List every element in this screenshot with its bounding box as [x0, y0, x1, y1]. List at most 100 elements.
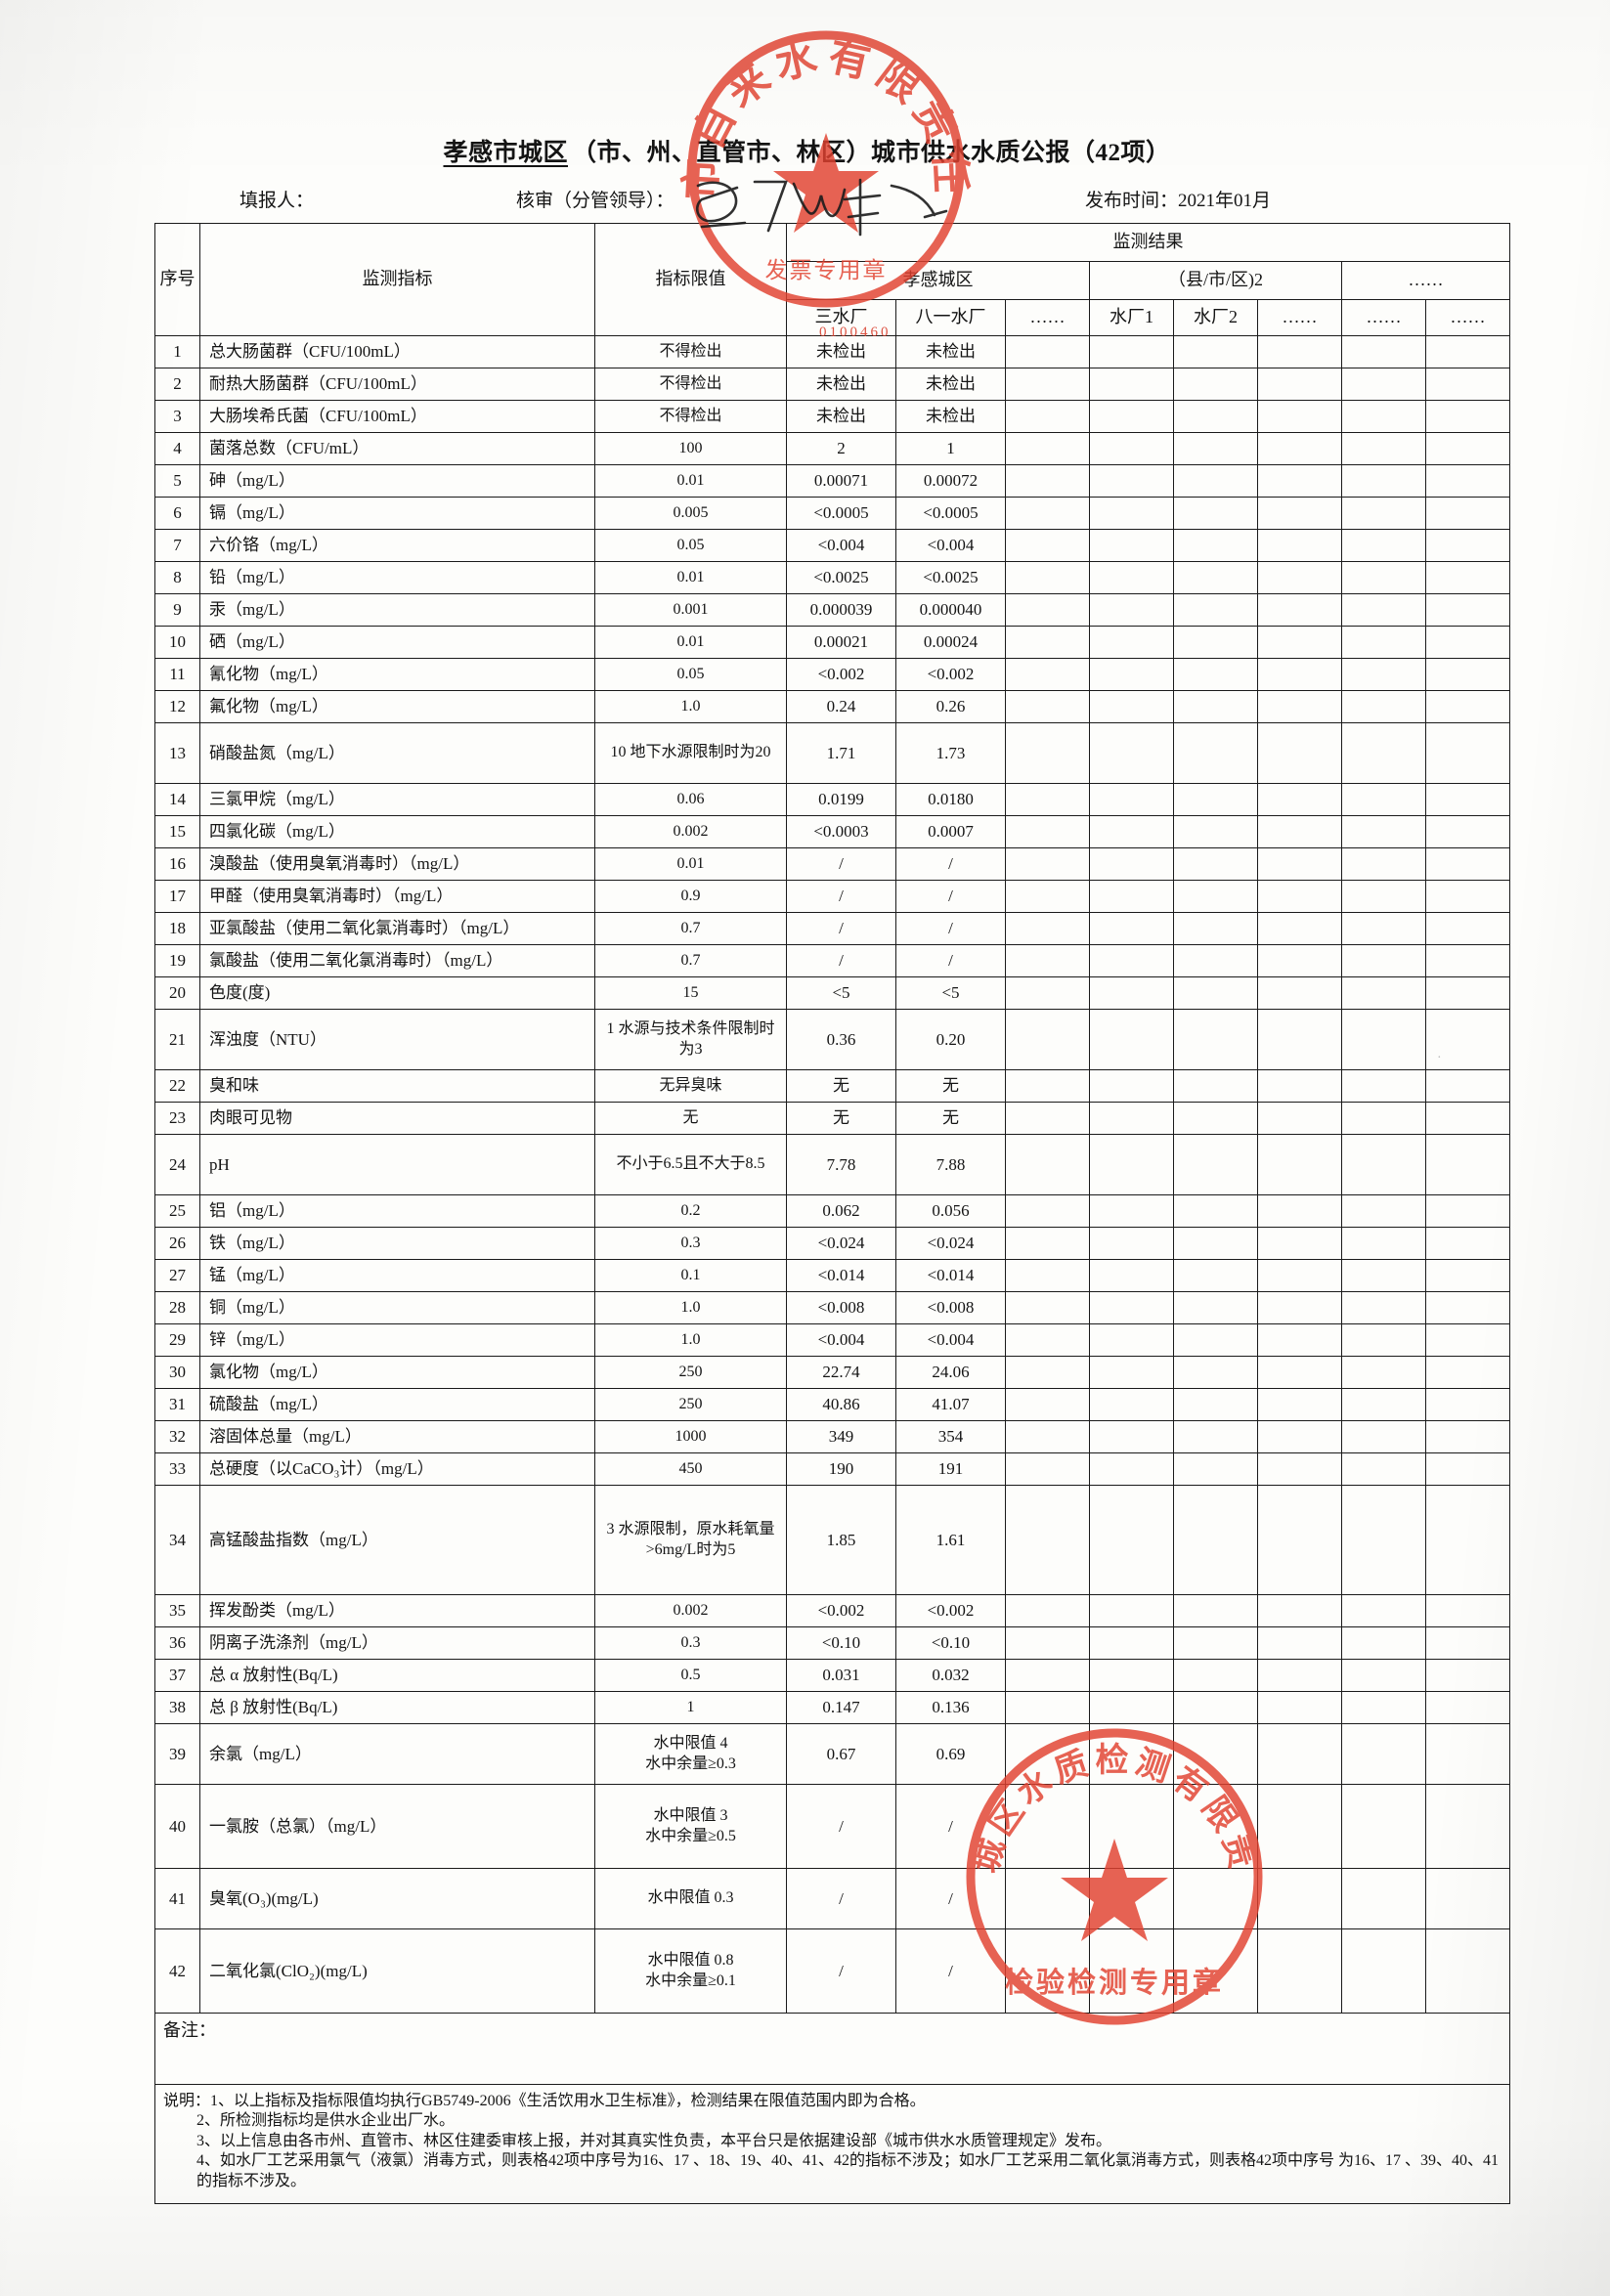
cell-result-plant-a [1089, 400, 1174, 433]
cell-result-plant-san: 2 [786, 432, 896, 465]
cell-result-plant-san: / [786, 1784, 896, 1869]
cell-result-dots-3 [1341, 529, 1426, 562]
cell-result-dots-2 [1257, 1659, 1342, 1692]
cell-result-dots-1 [1005, 1691, 1090, 1724]
cell-result-dots-4 [1425, 880, 1510, 913]
cell-result-plant-bayi: <0.004 [895, 529, 1006, 562]
cell-result-dots-3 [1341, 1356, 1426, 1389]
cell-result-dots-2 [1257, 1356, 1342, 1389]
header-row-1: 序号 监测指标 指标限值 监测结果 [154, 223, 1510, 336]
cell-limit: 0.2 [594, 1194, 787, 1228]
cell-limit: 100 [594, 432, 787, 465]
cell-result-dots-1 [1005, 1388, 1090, 1421]
cell-limit: 0.01 [594, 464, 787, 498]
cell-result-dots-1 [1005, 1323, 1090, 1357]
cell-result-dots-4 [1425, 335, 1510, 368]
cell-no: 22 [154, 1069, 200, 1103]
cell-no: 36 [154, 1626, 200, 1660]
cell-result-plant-san: / [786, 880, 896, 913]
cell-result-plant-b [1173, 1134, 1258, 1195]
cell-result-dots-1 [1005, 783, 1090, 816]
cell-limit: 250 [594, 1388, 787, 1421]
cell-result-plant-san: 7.78 [786, 1134, 896, 1195]
cell-result-plant-san: / [786, 944, 896, 977]
cell-result-plant-a [1089, 722, 1174, 784]
cell-result-dots-4 [1425, 912, 1510, 945]
cell-result-dots-3 [1341, 1388, 1426, 1421]
cell-result-plant-a [1089, 1691, 1174, 1724]
cell-no: 20 [154, 976, 200, 1010]
cell-result-plant-a [1089, 1784, 1174, 1869]
cell-result-plant-b [1173, 1069, 1258, 1103]
cell-limit: 0.1 [594, 1259, 787, 1292]
note-text-4: 4、如水厂工艺采用氯气（液氯）消毒方式，则表格42项中序号为16、17 、18、… [196, 2152, 1500, 2189]
cell-result-plant-b [1173, 497, 1258, 530]
cell-limit: 水中限值 3 水中余量≥0.5 [594, 1784, 787, 1869]
cell-result-plant-bayi: 0.056 [895, 1194, 1006, 1228]
cell-result-plant-b [1173, 1626, 1258, 1660]
cell-result-plant-san: 349 [786, 1420, 896, 1453]
cell-result-dots-4 [1425, 1594, 1510, 1627]
cell-result-plant-b [1173, 529, 1258, 562]
cell-indicator: 四氯化碳（mg/L） [199, 815, 595, 848]
cell-no: 28 [154, 1291, 200, 1324]
cell-result-plant-b [1173, 464, 1258, 498]
table-head: 序号 监测指标 指标限值 监测结果 孝感城区 （县/市/区)2 …… 三水厂 八… [154, 223, 1510, 336]
cell-result-plant-a [1089, 335, 1174, 368]
cell-result-dots-2 [1257, 529, 1342, 562]
cell-result-plant-bayi: / [895, 944, 1006, 977]
table-row: 30 氯化物（mg/L） 250 22.74 24.06 [154, 1356, 1510, 1389]
cell-result-dots-3 [1341, 1691, 1426, 1724]
header-results: 监测结果 [786, 223, 1510, 262]
table-row: 3 大肠埃希氏菌（CFU/100mL） 不得检出 未检出 未检出 [154, 400, 1510, 433]
cell-no: 18 [154, 912, 200, 945]
table-row: 4 菌落总数（CFU/mL） 100 2 1 [154, 432, 1510, 465]
cell-indicator: 三氯甲烷（mg/L） [199, 783, 595, 816]
cell-no: 37 [154, 1659, 200, 1692]
cell-result-dots-3 [1341, 815, 1426, 848]
cell-result-plant-a [1089, 912, 1174, 945]
cell-limit: 0.002 [594, 1594, 787, 1627]
cell-result-plant-b [1173, 1868, 1258, 1929]
cell-result-plant-san: 0.000039 [786, 593, 896, 627]
cell-limit: 0.9 [594, 880, 787, 913]
cell-result-plant-bayi: 0.20 [895, 1009, 1006, 1070]
cell-no: 23 [154, 1102, 200, 1135]
cell-no: 42 [154, 1928, 200, 2014]
cell-result-plant-san: <0.002 [786, 1594, 896, 1627]
cell-no: 19 [154, 944, 200, 977]
table-row: 14 三氯甲烷（mg/L） 0.06 0.0199 0.0180 [154, 783, 1510, 816]
cell-result-plant-a [1089, 658, 1174, 691]
cell-result-plant-b [1173, 658, 1258, 691]
cell-result-plant-a [1089, 561, 1174, 594]
cell-result-plant-a [1089, 1723, 1174, 1785]
cell-result-dots-3 [1341, 400, 1426, 433]
cell-result-dots-2 [1257, 847, 1342, 881]
cell-indicator: 氯化物（mg/L） [199, 1356, 595, 1389]
cell-result-dots-3 [1341, 464, 1426, 498]
title-region: 孝感市城区 [443, 140, 568, 166]
cell-limit: 0.01 [594, 626, 787, 659]
cell-result-plant-a [1089, 593, 1174, 627]
cell-result-plant-bayi: <0.002 [895, 658, 1006, 691]
cell-indicator: 余氯（mg/L） [199, 1723, 595, 1785]
cell-limit: 水中限值 0.8 水中余量≥0.1 [594, 1928, 787, 2014]
cell-limit: 1.0 [594, 1323, 787, 1357]
cell-result-plant-bayi: / [895, 1868, 1006, 1929]
cell-result-dots-4 [1425, 815, 1510, 848]
cell-result-plant-san: 未检出 [786, 335, 896, 368]
cell-no: 29 [154, 1323, 200, 1357]
cell-result-dots-1 [1005, 815, 1090, 848]
cell-result-plant-a [1089, 1485, 1174, 1595]
cell-result-dots-2 [1257, 464, 1342, 498]
cell-result-dots-4 [1425, 368, 1510, 401]
cell-result-dots-2 [1257, 1134, 1342, 1195]
cell-result-dots-1 [1005, 1356, 1090, 1389]
cell-result-dots-2 [1257, 783, 1342, 816]
cell-result-plant-a [1089, 783, 1174, 816]
cell-no: 38 [154, 1691, 200, 1724]
cell-result-plant-b [1173, 1594, 1258, 1627]
cell-result-dots-3 [1341, 912, 1426, 945]
title-rest: （市、州、直管市、林区）城市供水水质公报（42项） [572, 140, 1171, 166]
cell-no: 33 [154, 1452, 200, 1486]
